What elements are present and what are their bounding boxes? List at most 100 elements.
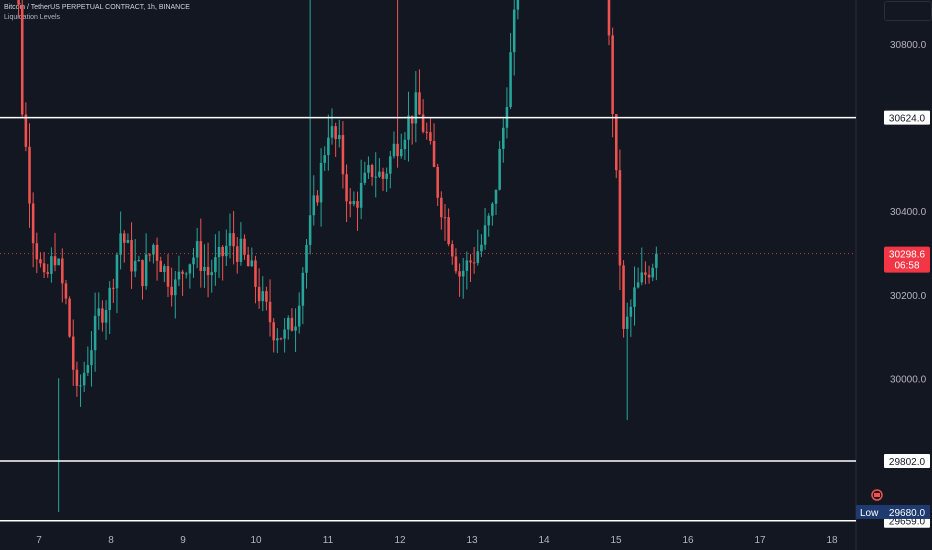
candle-body [17,0,20,5]
candle-body [210,272,214,276]
x-tick-label: 8 [108,535,114,546]
candle-body [243,238,246,255]
candle-body [323,155,326,163]
candle-body [192,257,195,265]
candle-body [122,233,126,243]
candle-body [418,92,421,115]
candle-body [512,9,516,53]
candle-body [101,308,104,323]
candle-body [152,244,155,255]
candle-body [374,176,378,178]
candle-body [483,225,487,245]
candle-body [476,251,480,263]
candle-body [644,272,647,275]
candle-body [217,247,221,258]
candle-body [68,298,71,337]
candle-body [440,197,443,218]
candle-body [199,241,203,272]
candle-body [509,52,512,107]
candle-body [640,272,644,283]
y-tick-label: 30800.0 [890,40,927,51]
x-tick-label: 13 [466,535,478,546]
candle-body [90,350,93,366]
candle-body [141,260,144,287]
candle-body [181,271,184,274]
candle-body [61,258,64,284]
candle-body [647,274,651,278]
indicator-name: Liquidation Levels [4,14,61,21]
x-tick-label: 18 [826,535,838,546]
candle-body [469,260,472,263]
candle-body [148,254,152,256]
candle-body [410,115,414,124]
candle-body [203,266,206,272]
candle-body [345,174,348,202]
candle-body [24,114,28,147]
candle-body [403,139,407,150]
candle-body [363,172,367,183]
candle-body [42,263,46,273]
candle-body [607,0,611,36]
candle-body [119,233,122,255]
candle-body [348,201,352,205]
candle-body [399,149,403,157]
candle-body [108,287,111,311]
candle-body [206,266,210,276]
low-label: Low [860,508,879,519]
candle-body [159,260,162,272]
x-tick-label: 16 [682,535,694,546]
candle-body [232,233,235,247]
candle-body [195,241,199,258]
candle-body [480,244,483,252]
candle-body [20,4,24,115]
candle-body [104,310,108,323]
x-tick-label: 10 [250,535,262,546]
candle-body [421,114,425,132]
candle-body [392,143,396,157]
candle-body [516,0,520,10]
countdown-label: 06:58 [894,261,919,272]
candle-body [276,338,279,341]
candle-body [46,272,50,274]
candle-body [130,240,133,272]
candle-body [75,369,79,386]
candle-body [352,201,356,205]
candle-body [286,317,290,330]
x-tick-label: 9 [180,535,186,546]
x-tick-label: 12 [394,535,406,546]
x-tick-label: 11 [323,535,334,546]
candle-body [155,244,159,261]
candle-body [64,283,68,299]
candle-body [225,245,228,257]
candle-body [86,365,90,373]
candle-body [261,291,265,302]
candle-body [112,287,115,289]
candle-body [239,238,243,262]
candle-body [319,162,323,203]
liquidation-level-label: 29659.0 [889,517,926,528]
candle-body [502,127,505,149]
candle-body [636,282,640,288]
candle-body [491,203,494,216]
y-tick-label: 30000.0 [890,374,927,385]
candle-body [177,271,181,280]
alert-icon-inner [874,493,880,497]
candle-body [97,308,101,316]
candle-body [370,165,374,177]
candle-body [465,260,469,271]
candle-body [283,329,286,339]
candle-body [494,189,498,204]
candle-body [28,146,31,204]
candle-body [378,171,381,177]
liquidation-level-label: 29802.0 [889,457,926,468]
candle-body [308,215,312,245]
liquidation-level-tag [884,454,930,468]
candle-body [498,148,501,190]
chart-title: Bitcoin / TetherUS PERPETUAL CONTRACT, 1… [4,4,190,11]
candle-body [170,286,173,296]
candle-body [272,322,275,341]
candle-body [458,271,461,277]
candle-body [367,165,370,173]
y-tick-label: 30400.0 [890,207,927,218]
